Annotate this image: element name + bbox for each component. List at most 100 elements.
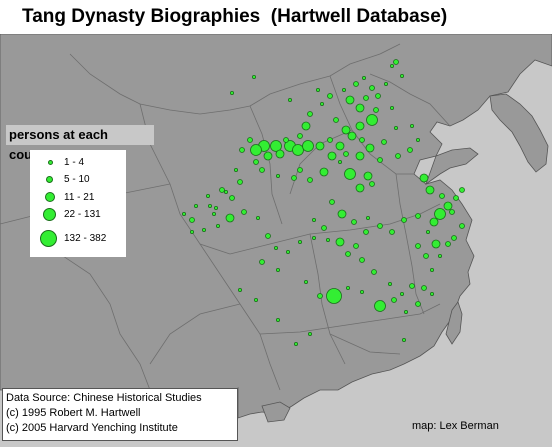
county-marker [453, 195, 459, 201]
county-marker [283, 137, 289, 143]
county-marker [311, 217, 316, 222]
county-marker [335, 141, 345, 151]
county-marker [353, 243, 359, 249]
county-marker [259, 259, 265, 265]
county-marker [371, 269, 377, 275]
county-marker [389, 106, 394, 111]
county-marker [181, 211, 186, 216]
county-marker [307, 331, 312, 336]
county-marker [301, 121, 311, 131]
county-marker [253, 297, 258, 302]
county-marker [381, 139, 387, 145]
county-marker [292, 144, 304, 156]
county-marker [419, 173, 429, 183]
county-marker [333, 117, 339, 123]
county-marker [361, 76, 366, 81]
county-marker [449, 209, 455, 215]
county-marker [415, 213, 421, 219]
county-marker [459, 187, 465, 193]
county-marker [363, 229, 369, 235]
county-marker [205, 193, 210, 198]
county-marker [366, 114, 378, 126]
county-marker [239, 147, 245, 153]
legend-item-label: 5 - 10 [64, 174, 90, 185]
county-marker [401, 337, 406, 342]
county-marker [319, 102, 324, 107]
county-marker [275, 149, 285, 159]
county-marker [434, 208, 446, 220]
county-marker [189, 229, 194, 234]
county-marker [247, 137, 253, 143]
county-marker [275, 267, 280, 272]
county-marker [429, 291, 434, 296]
county-marker [317, 293, 323, 299]
county-marker [241, 209, 247, 215]
copyright-line: (c) 1995 Robert M. Hartwell [6, 407, 141, 419]
county-marker [459, 223, 465, 229]
county-marker [297, 133, 303, 139]
county-marker [327, 93, 333, 99]
legend-item: 132 - 382 [30, 230, 126, 247]
county-marker [253, 159, 259, 165]
county-marker [415, 243, 421, 249]
county-marker [251, 75, 256, 80]
county-marker [375, 93, 381, 99]
county-marker [337, 160, 342, 165]
county-marker [377, 157, 383, 163]
legend-item-label: 132 - 382 [64, 233, 107, 244]
county-marker [345, 95, 355, 105]
county-marker [225, 213, 235, 223]
county-marker [395, 153, 401, 159]
copyright-line: (c) 2005 Harvard Yenching Institute [6, 422, 178, 434]
legend-title: persons at each county [6, 125, 154, 162]
county-marker [365, 215, 370, 220]
county-marker [355, 183, 365, 193]
county-marker [347, 131, 357, 141]
county-marker [297, 239, 302, 244]
legend-items: 1 - 4 5 - 10 11 - 21 22 - 131 132 - 382 [30, 150, 126, 257]
county-marker [437, 253, 442, 258]
county-marker [250, 144, 262, 156]
county-marker [327, 151, 337, 161]
county-marker [391, 297, 397, 303]
county-marker [215, 223, 220, 228]
legend-item-label: 1 - 4 [64, 157, 85, 168]
county-marker [363, 171, 373, 181]
county-marker [213, 205, 218, 210]
county-marker [302, 140, 314, 152]
county-marker [377, 223, 383, 229]
county-marker [263, 151, 273, 161]
county-marker [429, 267, 434, 272]
county-marker [311, 235, 316, 240]
county-marker [275, 317, 280, 322]
county-marker [355, 151, 365, 161]
county-marker [211, 211, 216, 216]
county-marker [443, 201, 453, 211]
county-marker [389, 229, 395, 235]
county-markers [181, 59, 465, 346]
county-marker [344, 168, 356, 180]
county-marker [355, 103, 365, 113]
county-marker [259, 167, 265, 173]
county-marker [374, 300, 386, 312]
county-marker [287, 98, 292, 103]
marker-swatch [45, 192, 55, 202]
map-title: Tang Dynasty Biographies (Hartwell Datab… [0, 0, 552, 34]
county-marker [297, 167, 303, 173]
marker-swatch [48, 160, 53, 165]
county-marker [423, 253, 429, 259]
county-marker [315, 88, 320, 93]
county-marker [315, 141, 325, 151]
county-marker [293, 341, 298, 346]
county-marker [389, 63, 394, 68]
legend-item: 22 - 131 [30, 207, 126, 223]
county-marker [369, 181, 375, 187]
county-marker [393, 59, 399, 65]
map-canvas [0, 34, 552, 447]
county-marker [207, 203, 212, 208]
county-marker [321, 225, 327, 231]
county-marker [401, 217, 407, 223]
county-marker [335, 237, 345, 247]
county-marker [359, 289, 364, 294]
county-marker [255, 215, 260, 220]
